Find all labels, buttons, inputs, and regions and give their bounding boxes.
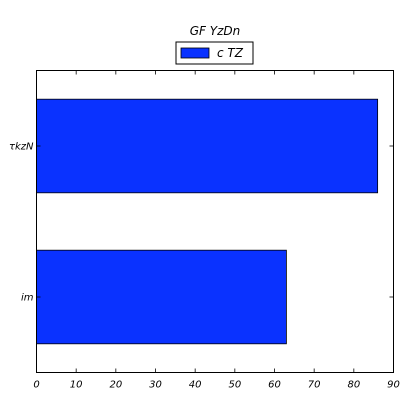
legend-label: c TZ xyxy=(217,46,244,60)
bar-0 xyxy=(36,249,287,345)
chart-title: GF YzDn xyxy=(190,24,241,38)
bar-1 xyxy=(36,98,379,194)
y-axis-ticks: im τkzN xyxy=(9,142,394,304)
legend-swatch xyxy=(180,47,210,59)
x-tick-label-1: 10 xyxy=(70,380,83,391)
x-tick-label-2: 20 xyxy=(109,380,122,391)
bars-group xyxy=(36,98,379,345)
x-tick-label-3: 30 xyxy=(149,380,162,391)
y-tick-label-1: τkzN xyxy=(9,142,34,153)
x-tick-label-5: 50 xyxy=(228,380,241,391)
plot-frame xyxy=(36,70,394,373)
x-tick-label-9: 90 xyxy=(387,380,400,391)
x-tick-label-7: 70 xyxy=(308,380,321,391)
legend: c TZ xyxy=(175,41,254,65)
x-tick-label-6: 60 xyxy=(268,380,281,391)
x-tick-label-0: 0 xyxy=(33,380,39,391)
y-tick-label-0: im xyxy=(21,293,34,304)
legend-box xyxy=(175,41,254,65)
x-tick-label-4: 40 xyxy=(189,380,202,391)
x-axis-ticks: 0 10 20 30 40 50 60 70 80 90 xyxy=(33,70,400,391)
x-tick-label-8: 80 xyxy=(347,380,360,391)
